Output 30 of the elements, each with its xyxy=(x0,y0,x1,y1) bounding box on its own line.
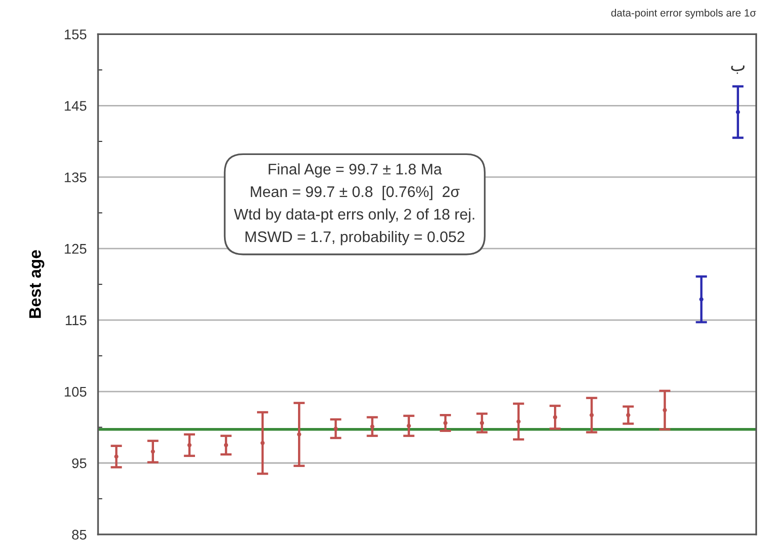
y-tick-label: 155 xyxy=(64,30,86,40)
y-tick-label: 135 xyxy=(64,172,86,182)
point xyxy=(114,454,118,459)
y-axis-title: Best age xyxy=(29,250,44,318)
y-tick-label: 125 xyxy=(64,244,86,254)
point xyxy=(590,413,594,418)
point xyxy=(224,443,228,448)
text: data-point error symbols are 1σ xyxy=(611,8,756,19)
point xyxy=(443,420,448,426)
point xyxy=(699,297,704,302)
y-tick-label: 95 xyxy=(72,458,86,468)
point xyxy=(662,408,667,412)
point xyxy=(516,419,521,424)
point xyxy=(406,424,411,428)
annotation: Final Age = 99.7 ± 1.8 Ma Mean = 99.7 ± 0.8 [0.76%] 2σ Wtd by data-pt errs only, 2 of 18 rej. MSWD = 1.7, probability = 0.052 xyxy=(234,163,474,246)
point xyxy=(736,110,740,114)
point xyxy=(370,424,374,429)
point xyxy=(260,440,265,446)
point xyxy=(297,432,302,436)
point xyxy=(334,426,338,431)
y-tick-label: 85 xyxy=(72,530,86,540)
point xyxy=(626,413,630,418)
point xyxy=(150,449,155,454)
annotation: ب xyxy=(731,65,744,74)
point xyxy=(553,415,558,420)
y-tick-label: 115 xyxy=(66,316,86,326)
point xyxy=(480,420,484,426)
y-tick-label: 145 xyxy=(64,101,86,111)
y-tick-label: 105 xyxy=(64,386,86,397)
point xyxy=(187,443,192,448)
